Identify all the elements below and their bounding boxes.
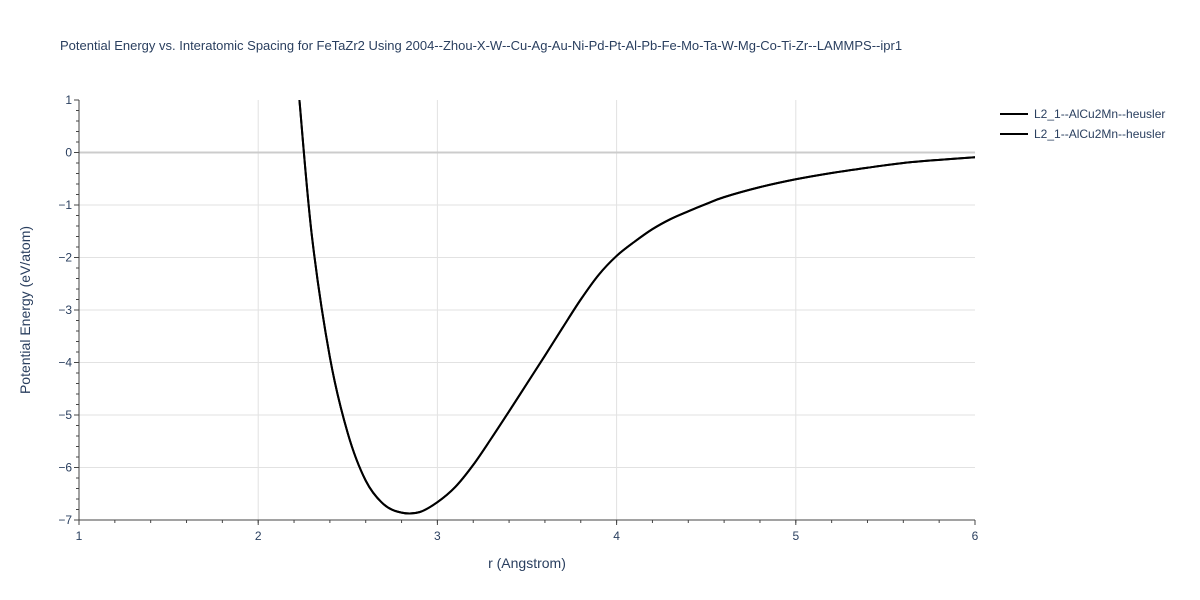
data-point: [544, 354, 546, 357]
x-tick-label: 2: [255, 529, 262, 543]
plot-area: [298, 100, 975, 515]
y-tick-label: 0: [65, 146, 72, 160]
grid: [79, 100, 975, 520]
data-point: [418, 511, 421, 513]
data-point: [400, 511, 403, 514]
data-point: [597, 274, 600, 276]
data-point: [472, 464, 475, 466]
data-point: [705, 203, 707, 205]
data-point: [490, 437, 492, 440]
data-point: [579, 298, 582, 301]
axes: 1 2 3 4 5 6 1 0 −1 −2 −3 −4 −5 −6 −7: [58, 93, 978, 543]
chart-title: Potential Energy vs. Interatomic Spacing…: [60, 38, 902, 53]
data-point: [723, 196, 725, 198]
x-axis-title: r (Angstrom): [488, 555, 566, 571]
data-point: [562, 326, 564, 329]
series-line-1[interactable]: [298, 100, 975, 515]
legend-item-2[interactable]: L2_1--AlCu2Mn--heusler: [1000, 127, 1165, 141]
legend-label: L2_1--AlCu2Mn--heusler: [1034, 107, 1165, 121]
x-tick-label: 3: [434, 529, 441, 543]
data-point: [633, 240, 636, 243]
data-point: [974, 156, 975, 159]
data-point: [454, 486, 457, 488]
x-tick-label: 5: [792, 529, 799, 543]
y-tick-label: −3: [58, 303, 72, 317]
y-axis-title: Potential Energy (eV/atom): [17, 226, 33, 394]
data-point: [866, 166, 869, 169]
data-point: [311, 235, 313, 238]
data-point: [902, 162, 905, 164]
x-tick-label: 1: [76, 529, 83, 543]
data-point: [687, 210, 690, 213]
data-point: [795, 178, 797, 181]
data-point: [382, 503, 385, 506]
y-tick-label: −4: [58, 356, 72, 370]
data-point: [669, 218, 672, 220]
data-point: [651, 228, 654, 230]
data-point: [759, 186, 761, 188]
data-point: [508, 410, 510, 413]
series-line-2[interactable]: [298, 100, 975, 515]
data-point: [347, 432, 349, 435]
data-point: [526, 382, 528, 385]
y-tick-label: 1: [65, 93, 72, 107]
y-tick-label: −7: [58, 513, 72, 527]
data-point: [830, 172, 833, 174]
data-point: [329, 356, 331, 359]
legend[interactable]: L2_1--AlCu2Mn--heusler L2_1--AlCu2Mn--heu…: [1000, 107, 1165, 141]
legend-label: L2_1--AlCu2Mn--heusler: [1034, 127, 1165, 141]
y-tick-label: −1: [58, 198, 72, 212]
data-point: [615, 255, 618, 257]
data-point: [298, 100, 301, 101]
data-point: [436, 501, 439, 503]
data-point: [938, 159, 940, 161]
x-tick-label: 4: [613, 529, 620, 543]
legend-item-1[interactable]: L2_1--AlCu2Mn--heusler: [1000, 107, 1165, 121]
data-point: [364, 479, 367, 482]
x-tick-label: 6: [972, 529, 979, 543]
y-tick-label: −5: [58, 408, 72, 422]
y-tick-label: −2: [58, 251, 72, 265]
y-tick-label: −6: [58, 461, 72, 475]
